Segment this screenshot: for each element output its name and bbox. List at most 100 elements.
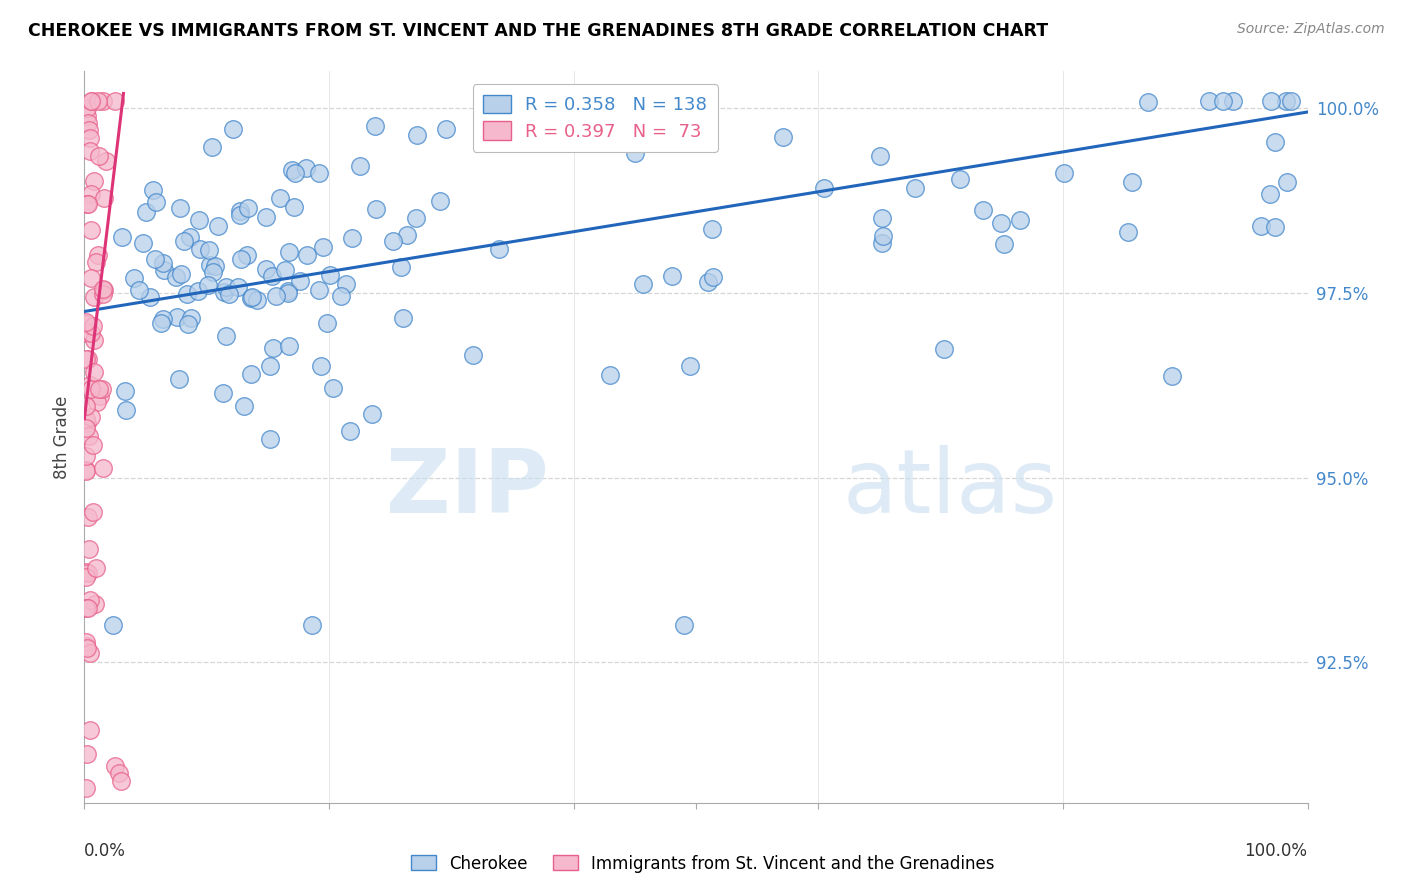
Point bbox=[150, 316, 173, 330]
Point bbox=[360, 407, 382, 421]
Point bbox=[872, 228, 894, 243]
Point bbox=[461, 348, 484, 362]
Point bbox=[79, 378, 101, 392]
Point bbox=[104, 94, 127, 108]
Point bbox=[201, 265, 224, 279]
Point bbox=[93, 191, 115, 205]
Text: atlas: atlas bbox=[842, 445, 1057, 532]
Point bbox=[392, 310, 415, 325]
Point bbox=[254, 211, 277, 225]
Point bbox=[173, 234, 195, 248]
Point bbox=[77, 510, 100, 524]
Point bbox=[1121, 175, 1143, 189]
Point bbox=[77, 542, 100, 557]
Point bbox=[672, 618, 695, 632]
Point bbox=[236, 201, 259, 215]
Point bbox=[83, 365, 105, 379]
Legend: R = 0.358   N = 138, R = 0.397   N =  73: R = 0.358 N = 138, R = 0.397 N = 73 bbox=[472, 84, 717, 152]
Point bbox=[76, 101, 98, 115]
Point bbox=[79, 131, 101, 145]
Point bbox=[89, 149, 111, 163]
Point bbox=[434, 121, 457, 136]
Point bbox=[772, 130, 794, 145]
Point bbox=[239, 292, 262, 306]
Point bbox=[152, 263, 174, 277]
Point bbox=[623, 145, 645, 160]
Point bbox=[319, 268, 342, 282]
Point bbox=[89, 382, 111, 396]
Point bbox=[91, 461, 114, 475]
Point bbox=[82, 438, 104, 452]
Point bbox=[872, 211, 894, 225]
Point bbox=[75, 411, 97, 425]
Point bbox=[295, 248, 318, 262]
Point bbox=[207, 219, 229, 233]
Point bbox=[349, 159, 371, 173]
Point bbox=[82, 318, 104, 333]
Point bbox=[702, 270, 724, 285]
Point bbox=[1264, 136, 1286, 150]
Point bbox=[294, 161, 316, 175]
Point bbox=[949, 171, 972, 186]
Point bbox=[281, 163, 304, 178]
Point bbox=[200, 258, 222, 272]
Point bbox=[170, 267, 193, 281]
Point bbox=[201, 140, 224, 154]
Point bbox=[142, 183, 165, 197]
Point bbox=[322, 381, 344, 395]
Point bbox=[405, 128, 427, 143]
Point bbox=[679, 359, 702, 373]
Point bbox=[166, 310, 188, 324]
Point bbox=[86, 395, 108, 409]
Point bbox=[76, 640, 98, 655]
Point bbox=[115, 403, 138, 417]
Point bbox=[335, 277, 357, 292]
Point bbox=[1279, 94, 1302, 108]
Point bbox=[80, 223, 103, 237]
Point bbox=[152, 311, 174, 326]
Point bbox=[77, 566, 100, 580]
Point bbox=[75, 463, 97, 477]
Point bbox=[254, 261, 277, 276]
Point bbox=[188, 243, 211, 257]
Text: CHEROKEE VS IMMIGRANTS FROM ST. VINCENT AND THE GRENADINES 8TH GRADE CORRELATION: CHEROKEE VS IMMIGRANTS FROM ST. VINCENT … bbox=[28, 22, 1049, 40]
Point bbox=[1116, 225, 1139, 239]
Point bbox=[197, 278, 219, 293]
Point bbox=[214, 285, 236, 300]
Point bbox=[599, 368, 621, 382]
Point bbox=[993, 236, 1015, 251]
Point bbox=[1260, 94, 1282, 108]
Point bbox=[80, 409, 103, 424]
Point bbox=[232, 400, 254, 414]
Point bbox=[277, 284, 299, 298]
Point bbox=[128, 283, 150, 297]
Point bbox=[79, 186, 101, 201]
Point bbox=[277, 285, 299, 300]
Point bbox=[76, 416, 98, 430]
Point bbox=[76, 780, 98, 795]
Point bbox=[75, 565, 97, 579]
Point bbox=[316, 316, 339, 330]
Point bbox=[631, 118, 654, 132]
Point bbox=[215, 328, 238, 343]
Point bbox=[122, 270, 145, 285]
Point bbox=[75, 570, 97, 584]
Y-axis label: 8th Grade: 8th Grade bbox=[53, 395, 72, 479]
Point bbox=[77, 428, 100, 442]
Point bbox=[169, 201, 191, 215]
Point bbox=[152, 256, 174, 270]
Point bbox=[76, 326, 98, 340]
Point bbox=[145, 195, 167, 210]
Point bbox=[139, 290, 162, 304]
Point bbox=[1275, 175, 1298, 189]
Point bbox=[661, 269, 683, 284]
Point bbox=[342, 231, 364, 245]
Point bbox=[339, 424, 361, 438]
Text: ZIP: ZIP bbox=[387, 445, 550, 532]
Text: 0.0%: 0.0% bbox=[84, 842, 127, 860]
Point bbox=[84, 597, 107, 611]
Point bbox=[212, 385, 235, 400]
Point bbox=[79, 144, 101, 158]
Point bbox=[143, 252, 166, 266]
Point bbox=[1250, 219, 1272, 233]
